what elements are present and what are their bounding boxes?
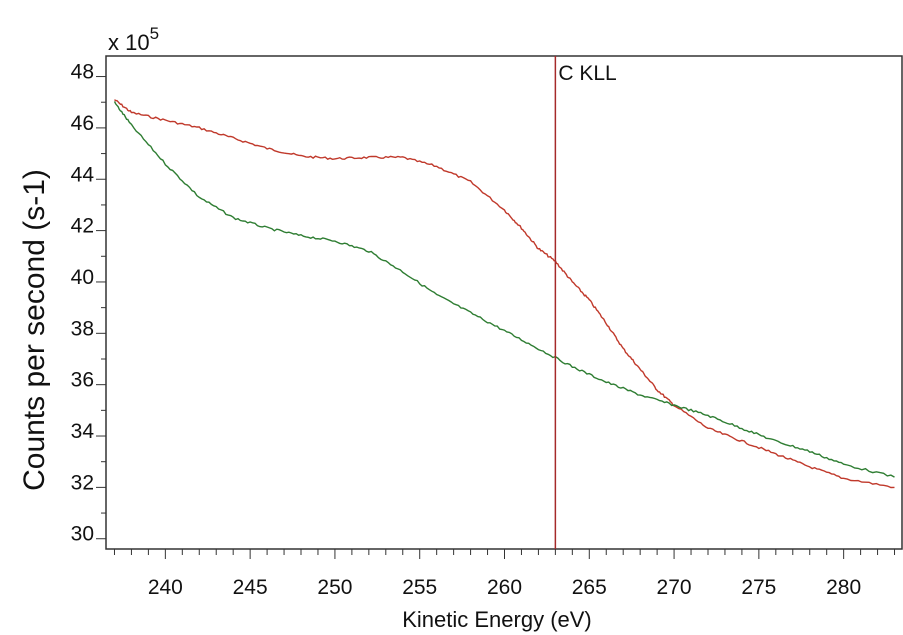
y-tick-label: 34 [71,420,95,443]
multiplier-label: x 105 [108,24,159,55]
y-tick-label: 30 [71,523,94,546]
marker-group: C KLL [554,56,617,549]
x-tick-label: 250 [317,576,352,599]
x-tick-label: 245 [233,576,268,599]
series-line-green [113,101,895,478]
x-tick-label: 260 [487,576,522,599]
x-axis-title: Kinetic Energy (eV) [402,607,592,632]
plot-frame [105,55,903,550]
ticks-group: 240 245 250 255 260 265 270 275 280 30 32 34 36 38 40 4… [71,61,896,599]
plot-frame-group [105,55,903,550]
y-tick-label: 48 [71,61,94,84]
y-tick-label: 40 [71,266,94,289]
x-tick-label: 255 [402,576,437,599]
multiplier-base: x 10 [108,30,150,55]
y-tick-label: 36 [71,369,94,392]
multiplier-exponent: 5 [150,24,159,43]
y-tick-label: 38 [71,317,94,340]
x-tick-label: 275 [741,576,776,599]
series-group [113,99,895,489]
x-tick-label: 240 [148,576,183,599]
x-tick-label: 265 [572,576,607,599]
y-axis-title: Counts per second (s-1) [18,169,51,491]
x-tick-label: 280 [826,576,861,599]
x-tick-label: 270 [657,576,692,599]
y-tick-label: 42 [71,215,94,238]
y-tick-label: 32 [71,471,94,494]
y-tick-label: 46 [71,112,94,135]
series-line-red [114,99,895,489]
c-kll-annotation: C KLL [558,62,616,85]
y-tick-label: 44 [71,163,95,186]
